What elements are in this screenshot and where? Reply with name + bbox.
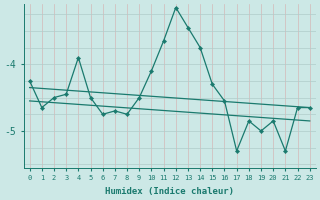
X-axis label: Humidex (Indice chaleur): Humidex (Indice chaleur) <box>105 187 234 196</box>
